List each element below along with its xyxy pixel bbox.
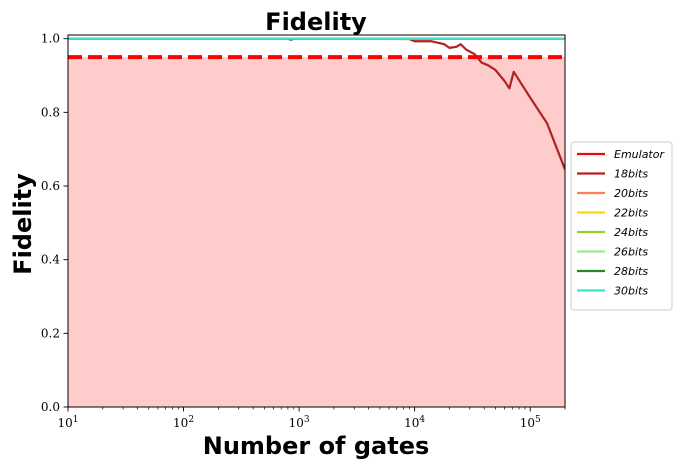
threshold-region xyxy=(68,57,565,408)
chart-title: Fidelity xyxy=(265,8,367,36)
legend-label-20bits: 20bits xyxy=(614,187,648,200)
legend-label-18bits: 18bits xyxy=(614,168,648,181)
x-axis-label: Number of gates xyxy=(203,432,430,460)
x-axis-ticks: 101 102 103 104 105 xyxy=(57,407,566,430)
legend-label-22bits: 22bits xyxy=(614,207,648,220)
legend-label-30bits: 30bits xyxy=(614,285,648,298)
legend-label-24bits: 24bits xyxy=(614,226,648,239)
x-tick-label: 102 xyxy=(173,415,194,430)
y-tick-label: 0.6 xyxy=(41,179,60,193)
legend-label-Emulator: Emulator xyxy=(614,148,665,161)
legend-label-26bits: 26bits xyxy=(614,246,648,259)
legend-label-28bits: 28bits xyxy=(614,265,648,278)
x-tick-label: 104 xyxy=(404,415,425,430)
x-tick-label: 103 xyxy=(289,415,310,430)
plot-area xyxy=(67,34,566,408)
axes-frame xyxy=(67,34,566,408)
y-axis-ticks: 0.0 0.2 0.4 0.6 0.8 1.0 xyxy=(41,32,68,414)
legend-box xyxy=(570,141,673,311)
y-tick-label: 1.0 xyxy=(41,32,60,46)
y-tick-label: 0.8 xyxy=(41,105,60,119)
x-tick-label: 101 xyxy=(57,415,78,430)
y-axis-label: Fidelity xyxy=(9,173,37,275)
y-tick-label: 0.2 xyxy=(41,326,60,340)
y-tick-label: 0.0 xyxy=(41,400,60,414)
legend: Emulator 18bits 20bits 22bits 24bits 26bits 28… xyxy=(570,141,673,311)
y-tick-label: 0.4 xyxy=(41,253,60,267)
series-line-18bits xyxy=(68,37,565,170)
x-tick-label: 105 xyxy=(520,415,541,430)
